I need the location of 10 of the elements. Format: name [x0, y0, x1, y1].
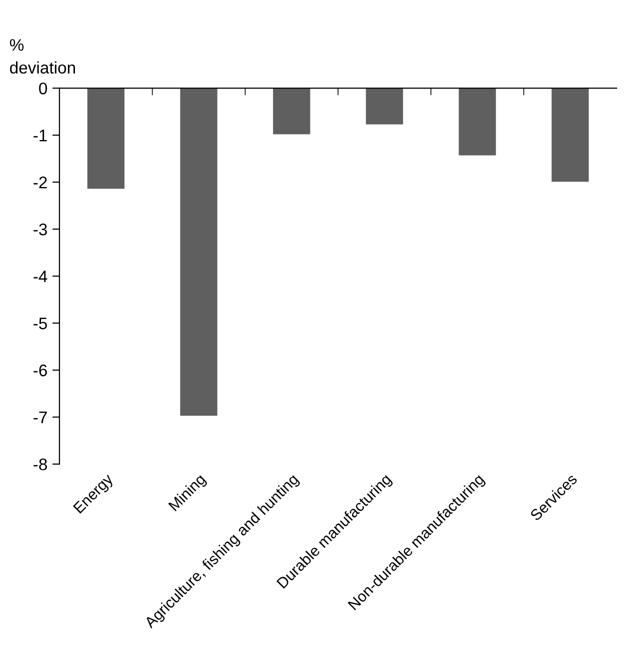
y-axis-title: % deviation — [10, 39, 75, 74]
y-tick-label: -1 — [34, 130, 47, 142]
y-tick-label: -2 — [34, 176, 47, 188]
y-tick-label: -4 — [34, 270, 48, 282]
y-tick-label: -6 — [34, 364, 47, 376]
y-tick-label: -7 — [34, 412, 47, 424]
y-tick-label: -8 — [34, 458, 47, 470]
y-tick-label: -3 — [34, 224, 47, 236]
y-tick-label: 0 — [39, 82, 48, 94]
y-tick-label: -5 — [34, 318, 47, 330]
